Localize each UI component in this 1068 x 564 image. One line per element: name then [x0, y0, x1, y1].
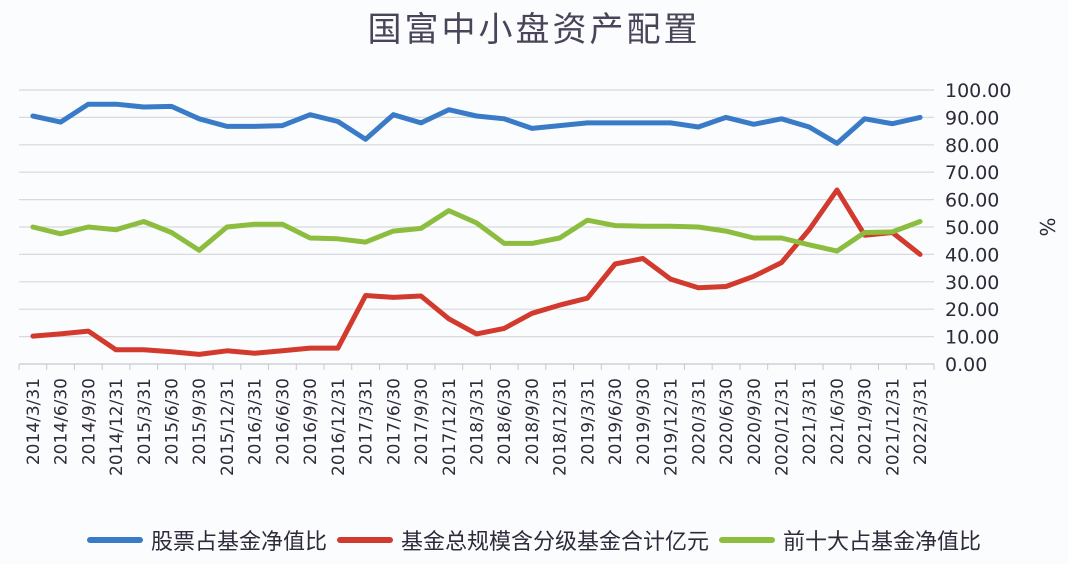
x-axis: 2014/3/31 2014/6/30 2014/9/30 2014/12/31 201… [18, 363, 935, 476]
y-tick-label: 40.00 [945, 244, 999, 266]
legend-label: 股票占基金净值比 [150, 530, 327, 555]
x-tick-label: 2019/3/31 [578, 378, 598, 465]
legend-swatch-red [336, 537, 393, 543]
x-tick-label: 2017/9/30 [412, 378, 432, 465]
x-tick-label: 2014/3/31 [24, 378, 44, 465]
x-tick-label: 2021/9/30 [856, 378, 876, 465]
y-tick-label: 70.00 [945, 162, 999, 184]
y-tick-label: 90.00 [945, 107, 999, 129]
series-line-1 [30, 187, 923, 357]
x-tick-label: 2014/9/30 [79, 378, 99, 465]
x-tick-label: 2022/3/31 [911, 378, 931, 465]
x-tick-label: 2017/6/30 [384, 378, 404, 465]
x-tick-label: 2015/3/31 [135, 378, 155, 465]
x-tick-label: 2016/3/31 [246, 378, 266, 465]
legend: 股票占基金净值比 基金总规模含分级基金合计亿元 前十大占基金净值比 [0, 524, 1068, 556]
series-line-2 [30, 208, 923, 254]
x-tick-label: 2020/9/30 [745, 378, 765, 465]
x-tick-label: 2017/12/31 [440, 378, 460, 476]
x-tick-label: 2018/6/30 [495, 378, 515, 465]
x-tick-label: 2019/9/30 [634, 378, 654, 465]
x-tick-label: 2021/6/30 [828, 378, 848, 465]
gridlines [19, 89, 934, 338]
x-tick-label: 2021/12/31 [883, 378, 903, 476]
y-tick-label: 100.00 [945, 80, 1011, 102]
y-tick-label: 50.00 [945, 217, 999, 239]
legend-swatch-blue [86, 537, 143, 543]
x-tick-label: 2020/12/31 [773, 378, 793, 476]
series-line-0 [30, 101, 923, 146]
x-tick-label: 2015/9/30 [190, 378, 210, 465]
x-tick-label: 2018/12/31 [551, 378, 571, 476]
x-tick-label: 2014/6/30 [52, 378, 72, 465]
y-tick-label: 30.00 [945, 272, 999, 294]
y-tick-label: 80.00 [945, 135, 999, 157]
y-tick-label: 60.00 [945, 190, 999, 212]
y-axis-unit-label: % [1035, 217, 1059, 236]
legend-item-fund-size: 基金总规模含分级基金合计亿元 [336, 524, 709, 556]
legend-item-top10-ratio: 前十大占基金净值比 [719, 524, 981, 556]
x-tick-label: 2014/12/31 [107, 378, 127, 476]
x-tick-label: 2020/6/30 [717, 378, 737, 465]
x-tick-label: 2018/9/30 [523, 378, 543, 465]
x-tick-label: 2021/3/31 [800, 378, 820, 465]
x-tick-label: 2018/3/31 [468, 378, 488, 465]
chart-title: 国富中小盘资产配置 [367, 10, 701, 50]
line-chart: 2014/3/31 2014/6/30 2014/9/30 2014/12/31 201… [18, 80, 1059, 476]
x-tick-label: 2015/12/31 [218, 378, 238, 476]
x-tick-label: 2016/12/31 [329, 378, 349, 476]
x-tick-label: 2019/12/31 [662, 378, 682, 476]
series-lines [30, 101, 923, 357]
legend-item-stock-ratio: 股票占基金净值比 [86, 524, 327, 556]
y-tick-label: 10.00 [945, 327, 999, 349]
x-tick-label: 2017/3/31 [357, 378, 377, 465]
x-tick-label: 2016/6/30 [273, 378, 293, 465]
x-tick-label: 2015/6/30 [163, 378, 183, 465]
x-tick-label: 2016/9/30 [301, 378, 321, 465]
legend-swatch-green [719, 537, 775, 543]
y-tick-label: 0.00 [945, 354, 987, 376]
x-tick-label: 2019/6/30 [606, 378, 626, 465]
legend-label: 前十大占基金净值比 [783, 530, 982, 555]
x-tick-label: 2020/3/31 [689, 378, 709, 465]
y-tick-label: 20.00 [945, 299, 999, 321]
y-axis: 0.00 10.00 20.00 30.00 40.00 50.00 60.00 70.00 8… [945, 80, 1011, 376]
legend-label: 基金总规模含分级基金合计亿元 [400, 530, 709, 555]
